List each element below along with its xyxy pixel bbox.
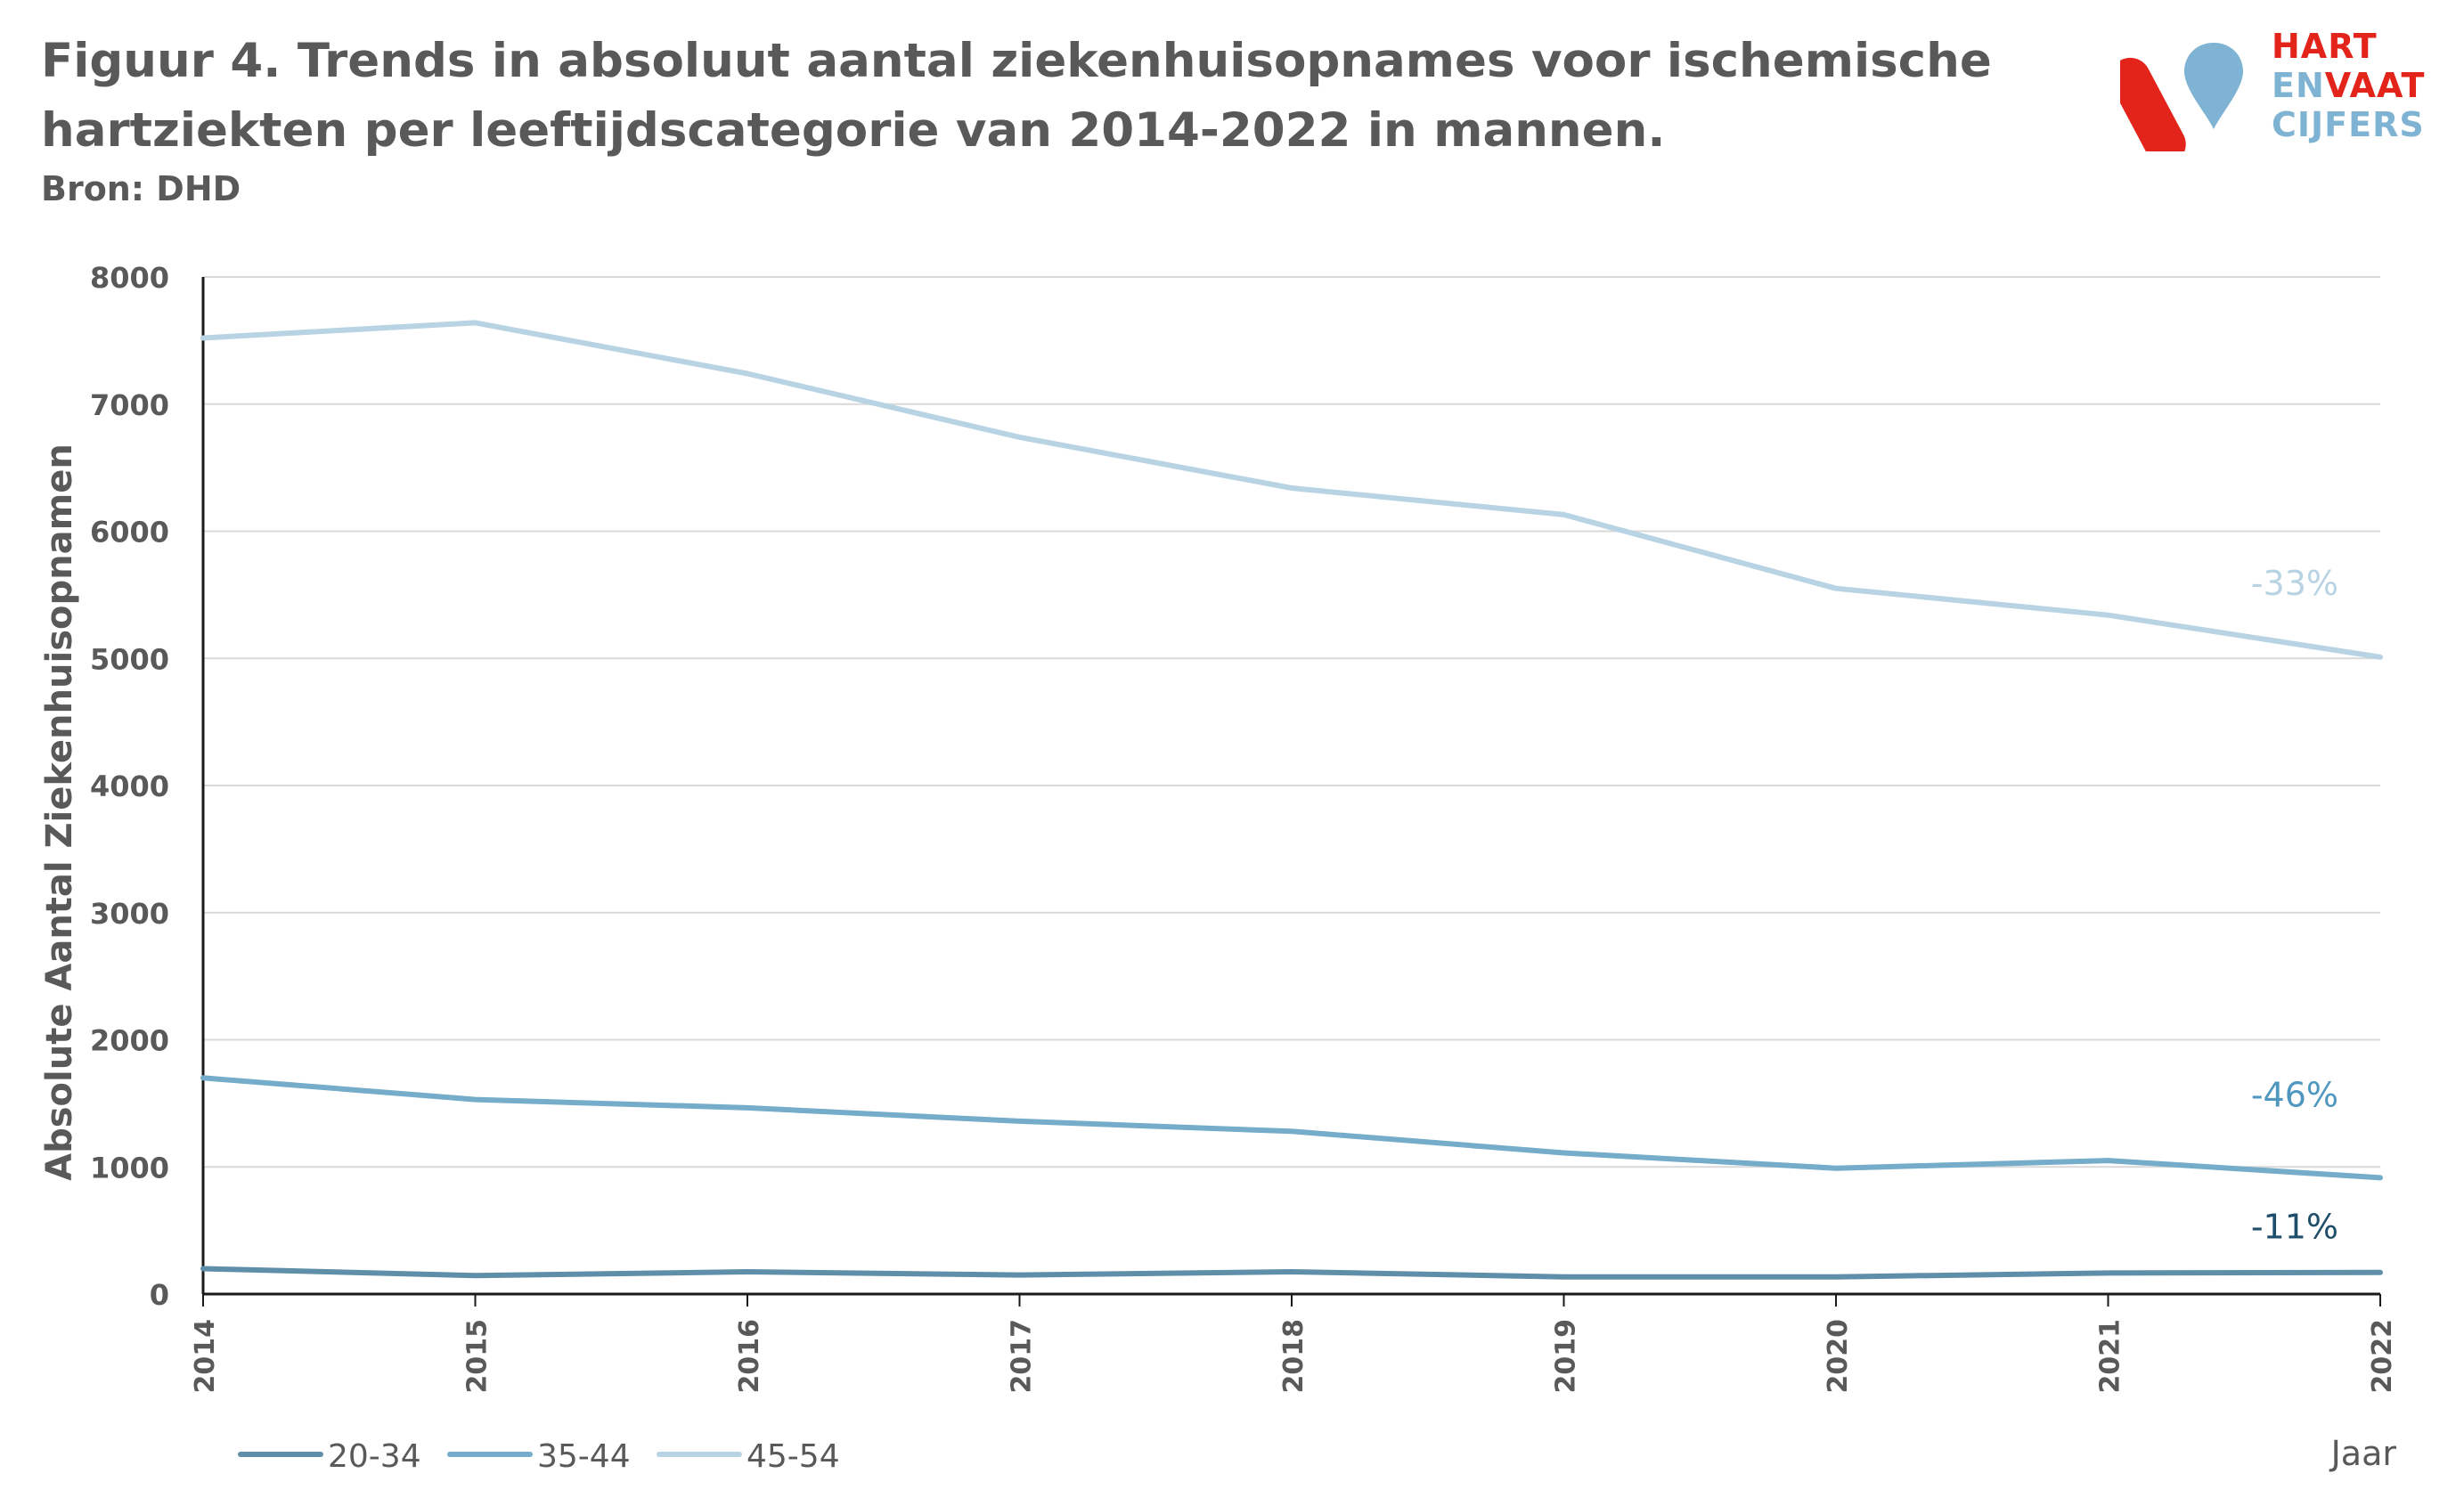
x-tick-label: 2018 xyxy=(1278,1319,1310,1394)
series-annotation: -11% xyxy=(2251,1208,2338,1247)
legend-label: 35-44 xyxy=(537,1438,631,1475)
chart-source: Bron: DHD xyxy=(41,169,241,208)
series-annotation: -46% xyxy=(2251,1075,2338,1114)
x-axis-label: Jaar xyxy=(2329,1434,2397,1473)
y-tick-label: 4000 xyxy=(90,769,169,803)
x-tick-label: 2016 xyxy=(734,1319,765,1394)
x-tick-label: 2021 xyxy=(2095,1319,2126,1394)
x-tick-label: 2015 xyxy=(462,1319,494,1394)
legend-label: 20-34 xyxy=(328,1438,421,1475)
chart-title-line-1: Figuur 4. Trends in absoluut aantal ziek… xyxy=(41,34,1992,88)
series-line-35-44 xyxy=(200,1075,2383,1181)
y-tick-label: 3000 xyxy=(90,897,169,931)
x-tick-label: 2014 xyxy=(190,1319,221,1394)
series-line-45-54 xyxy=(200,320,2383,660)
y-tick-label: 8000 xyxy=(90,261,169,295)
x-tick-label: 2017 xyxy=(1007,1319,1038,1394)
y-axis-label: Absolute Aantal Ziekenhuisopnamen xyxy=(39,444,80,1181)
hart-en-vaat-cijfers-logo: HART ENVAAT CIJFERS xyxy=(2109,27,2459,166)
y-tick-label: 5000 xyxy=(90,642,169,676)
logo-text-line-3: CIJFERS xyxy=(2272,105,2425,144)
x-tick-label: 2020 xyxy=(1823,1319,1854,1394)
logo-text-line-1: HART xyxy=(2272,27,2378,66)
chart-title: Figuur 4. Trends in absoluut aantal ziek… xyxy=(41,27,2001,166)
y-tick-label: 6000 xyxy=(90,516,169,549)
logo-mark-icon xyxy=(2109,43,2243,166)
logo-text-line-2b: VAAT xyxy=(2324,66,2426,105)
legend-label: 45-54 xyxy=(747,1438,840,1475)
y-tick-label: 0 xyxy=(150,1278,169,1312)
logo-text: HART ENVAAT CIJFERS xyxy=(2272,27,2425,144)
series-annotation: -33% xyxy=(2251,564,2338,603)
y-tick-label: 7000 xyxy=(90,388,169,422)
chart-title-line-2: hartziekten per leeftijdscategorie van 2… xyxy=(41,103,1666,158)
x-tick-label: 2022 xyxy=(2367,1319,2398,1394)
series-line-20-34 xyxy=(200,1266,2383,1280)
logo-text-line-2a: EN xyxy=(2272,66,2325,105)
x-tick-label: 2019 xyxy=(1551,1319,1582,1394)
y-tick-label: 1000 xyxy=(90,1151,169,1184)
y-tick-label: 2000 xyxy=(90,1024,169,1058)
